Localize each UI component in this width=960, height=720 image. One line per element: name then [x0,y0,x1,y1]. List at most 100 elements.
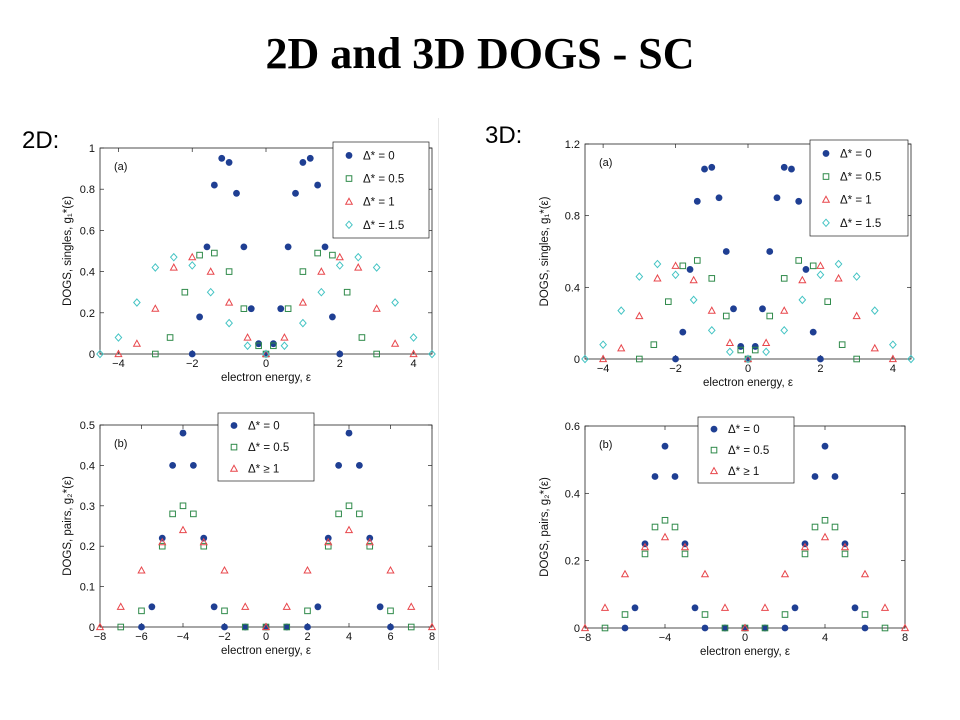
data-point [206,287,215,297]
legend-marker [229,464,239,472]
data-point [386,566,395,574]
data-point [304,623,311,631]
x-axis-label: electron energy, ε [700,646,790,658]
data-point [802,266,810,273]
data-point [640,542,650,551]
data-point [766,248,774,255]
data-point [169,510,176,518]
data-point [283,623,291,631]
series-1 [95,525,437,631]
data-point [427,622,437,631]
x-axis-label: electron energy, ε [221,645,311,657]
series-1 [114,252,418,358]
data-point [345,429,353,437]
data-point [821,442,829,450]
data-point [373,350,380,358]
data-point [661,516,669,524]
series-0 [138,429,394,631]
data-point [181,288,189,296]
data-point [270,342,277,350]
data-point [701,624,709,632]
data-point [679,262,687,270]
data-point [760,603,770,611]
data-point [387,607,394,615]
data-point [306,154,314,162]
data-point [722,312,730,320]
data-point [240,305,248,312]
data-point [880,603,890,611]
data-point [298,298,308,306]
data-point [617,306,626,315]
data-point [686,266,694,273]
data-point [671,261,680,269]
data-point [740,623,750,632]
data-point [314,249,321,257]
data-point [780,306,789,314]
x-tick-label: 2 [817,363,823,375]
data-point [116,602,125,610]
data-point [335,252,344,261]
data-point [199,537,208,546]
data-point [133,298,141,307]
data-point [407,623,415,631]
data-point [152,350,159,358]
section-label-2d: 2D: [22,127,60,154]
y-tick-label: 0.2 [80,541,95,553]
data-point [821,516,829,524]
legend-marker [821,195,831,203]
data-point [95,622,105,631]
data-point [178,525,188,534]
data-point [811,523,819,531]
slide-title: 2D and 3D DOGS - SC [265,29,695,78]
data-point [679,328,687,336]
y-axis-label: DOGS, pairs, g₂*(ε) [539,477,551,577]
data-point [376,603,384,611]
data-point [304,607,311,615]
data-point [824,298,831,305]
x-tick-label: 2 [337,358,343,370]
data-point [725,338,735,346]
data-point [773,194,781,202]
data-point [780,163,788,171]
data-point [169,462,177,469]
data-point [730,305,737,313]
x-tick-label: 0 [263,631,269,643]
data-point [335,462,343,469]
data-point [631,604,639,612]
data-point [680,542,690,551]
x-tick-label: 2 [304,631,310,643]
data-point [801,550,809,558]
data-point [96,349,104,359]
x-tick-label: 4 [822,632,828,644]
data-point [791,604,799,612]
data-point [324,537,333,546]
data-point [672,355,679,363]
data-point [621,624,629,632]
data-point [831,523,839,531]
data-point [788,165,795,173]
legend-marker [710,446,718,454]
data-point [681,550,689,558]
y-tick-label: 0 [89,622,95,634]
legend-entry: Δ* = 0 [248,421,280,433]
data-point [693,257,701,264]
data-point [303,566,312,574]
data-point [809,328,817,336]
data-point [841,550,849,558]
data-point [284,305,292,312]
chart-3d-singles: −4 −2 0 2 4 0 0.4 0.8 1.2 electron energy, ε DOGS,… [539,139,915,389]
data-point [636,355,643,363]
legend-entry: Δ* ≥ 1 [728,466,759,478]
x-axis-label: electron energy, ε [703,377,793,389]
data-point [179,502,187,510]
data-point [635,311,644,320]
legend-marker [345,175,353,182]
series-1-5 [581,259,915,364]
data-point [255,340,263,348]
data-point [834,273,843,282]
data-point [598,354,608,363]
y-tick-label: 0 [574,623,580,635]
data-point [600,603,610,611]
data-point [620,569,630,578]
data-point [148,603,156,611]
